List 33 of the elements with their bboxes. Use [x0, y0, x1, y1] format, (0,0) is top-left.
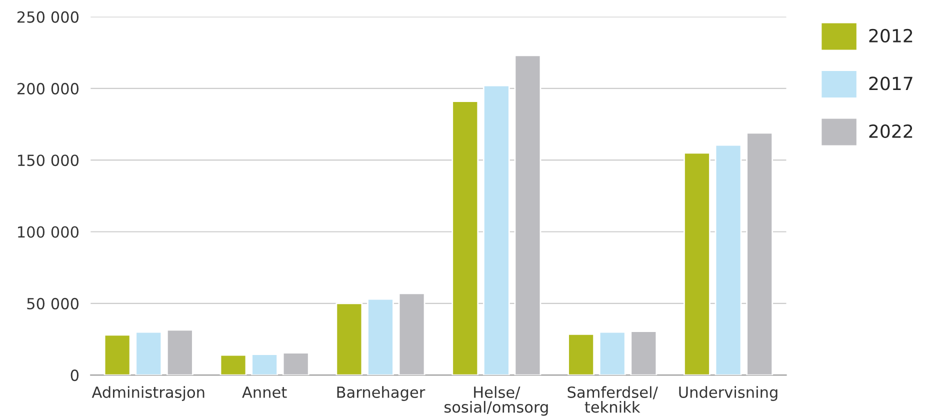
bar — [135, 331, 162, 376]
bar — [166, 329, 194, 376]
bar — [746, 132, 774, 376]
bar — [220, 354, 247, 376]
bar — [630, 330, 658, 376]
x-tick-label: Samferdsel/ teknikk — [568, 386, 658, 413]
bar — [598, 331, 626, 376]
bar — [336, 302, 363, 376]
y-tick-label: 50 000 — [27, 298, 79, 310]
bar — [684, 152, 710, 376]
y-tick-label: 250 000 — [17, 11, 79, 23]
bar — [568, 334, 594, 376]
x-tick-label: Undervisning — [679, 386, 778, 401]
bar — [714, 144, 742, 376]
bar — [367, 298, 394, 376]
bar — [482, 84, 510, 376]
x-tick-label: Helse/ sosial/omsorg — [444, 386, 548, 416]
bar — [398, 292, 426, 376]
y-tick-label: 200 000 — [17, 82, 79, 94]
y-tick-label: 150 000 — [18, 154, 79, 166]
bar — [514, 54, 542, 376]
legend-label: 2017 — [869, 76, 912, 90]
y-tick-label: 100 000 — [18, 226, 79, 238]
legend-label: 2012 — [869, 28, 912, 42]
legend-label: 2022 — [869, 124, 912, 138]
y-tick-label: 0 — [70, 370, 79, 382]
x-tick-label: Annet — [242, 386, 287, 398]
bar — [452, 100, 479, 376]
bar — [104, 334, 131, 376]
x-tick-label: Barnehager — [337, 386, 426, 401]
bar — [251, 354, 278, 376]
x-tick-label: Administrasjon — [92, 386, 204, 401]
bar — [282, 352, 310, 376]
